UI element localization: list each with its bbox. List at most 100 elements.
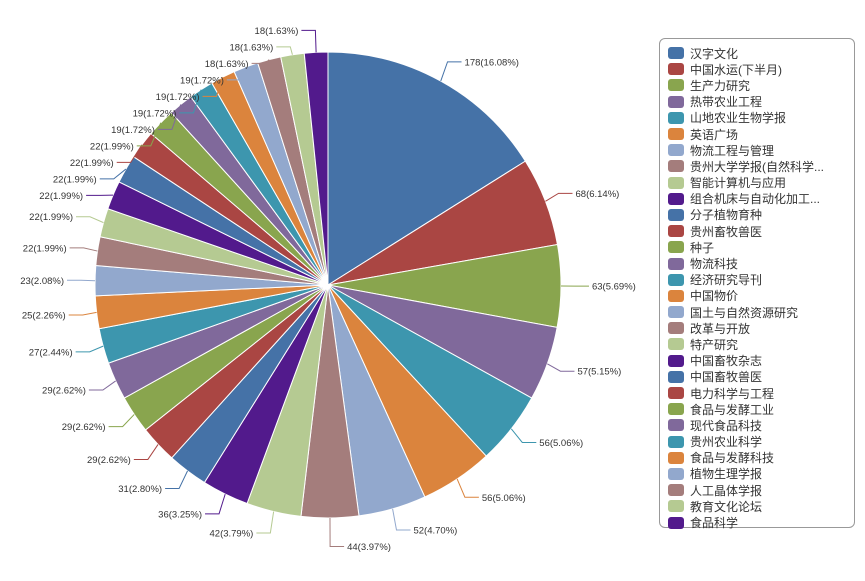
legend-swatch-icon <box>668 306 684 319</box>
slice-label: 29(2.62%) <box>42 385 86 396</box>
label-line <box>251 59 270 64</box>
legend-item[interactable]: 食品与发酵工业 <box>668 401 854 417</box>
legend-item[interactable]: 贵州农业科学 <box>668 434 854 450</box>
legend-item[interactable]: 汉字文化 <box>668 45 854 61</box>
legend-label: 贵州农业科学 <box>690 435 763 450</box>
label-line <box>75 345 104 353</box>
slice-label: 56(5.06%) <box>482 493 526 504</box>
legend-label: 食品与发酵科技 <box>690 451 775 466</box>
legend-item[interactable]: 改革与开放 <box>668 320 854 336</box>
legend-item[interactable]: 物流工程与管理 <box>668 142 854 158</box>
legend-item[interactable]: 生产力研究 <box>668 77 854 93</box>
slice-label: 18(1.63%) <box>255 26 299 37</box>
slice-label: 27(2.44%) <box>29 347 73 358</box>
legend-label: 山地农业生物学报 <box>690 111 787 126</box>
slice-label: 19(1.72%) <box>111 125 155 136</box>
legend-swatch-icon <box>668 403 684 416</box>
legend-item[interactable]: 植物生理学报 <box>668 466 854 482</box>
legend-swatch-icon <box>668 144 684 157</box>
slice-label: 18(1.63%) <box>229 42 273 53</box>
slice-label: 36(3.25%) <box>158 509 202 520</box>
legend-item[interactable]: 经济研究导刊 <box>668 272 854 288</box>
legend-item[interactable]: 中国水运(下半月) <box>668 61 854 77</box>
legend-item[interactable]: 中国物价 <box>668 288 854 304</box>
legend-item[interactable]: 组合机床与自动化加工... <box>668 191 854 207</box>
slice-label: 44(3.97%) <box>347 542 391 553</box>
legend-swatch-icon <box>668 47 684 60</box>
label-line <box>205 493 226 515</box>
legend-item[interactable]: 食品科学 <box>668 514 854 530</box>
label-line <box>256 511 275 534</box>
legend-swatch-icon <box>668 338 684 351</box>
slice-label: 29(2.62%) <box>62 422 106 433</box>
pie-slice[interactable] <box>327 51 527 286</box>
legend-swatch-icon <box>668 273 684 286</box>
legend-item[interactable]: 分子植物育种 <box>668 207 854 223</box>
legend-label: 物流科技 <box>690 257 739 272</box>
legend-swatch-icon <box>668 451 684 464</box>
legend-item[interactable]: 热带农业工程 <box>668 94 854 110</box>
label-line <box>69 247 98 252</box>
legend-label: 贵州畜牧兽医 <box>690 224 763 239</box>
label-line <box>301 29 317 53</box>
legend-item[interactable]: 智能计算机与应用 <box>668 175 854 191</box>
legend-item[interactable]: 山地农业生物学报 <box>668 110 854 126</box>
slice-label: 23(2.08%) <box>20 276 64 287</box>
legend-swatch-icon <box>668 500 684 513</box>
slice-label: 68(6.14%) <box>576 189 620 200</box>
label-line <box>392 508 411 531</box>
legend-label: 人工晶体学报 <box>690 483 763 498</box>
legend-label: 物流工程与管理 <box>690 143 775 158</box>
label-line <box>329 517 345 548</box>
legend-swatch-icon <box>668 160 684 173</box>
legend-swatch-icon <box>668 322 684 335</box>
legend-swatch-icon <box>668 208 684 221</box>
legend-label: 中国水运(下半月) <box>690 62 782 77</box>
legend-label: 组合机床与自动化加工... <box>690 192 821 207</box>
legend-item[interactable]: 电力科学与工程 <box>668 385 854 401</box>
slice-label: 22(1.99%) <box>23 243 67 254</box>
legend-item[interactable]: 国土与自然资源研究 <box>668 304 854 320</box>
slice-label: 19(1.72%) <box>180 75 224 86</box>
legend-swatch-icon <box>668 111 684 124</box>
slice-label: 29(2.62%) <box>87 455 131 466</box>
legend-item[interactable]: 中国畜牧杂志 <box>668 353 854 369</box>
label-line <box>226 66 247 81</box>
legend-item[interactable]: 物流科技 <box>668 255 854 271</box>
legend-label: 食品与发酵工业 <box>690 402 775 417</box>
legend-label: 中国畜牧杂志 <box>690 354 763 369</box>
legend-label: 电力科学与工程 <box>690 386 775 401</box>
slice-label: 19(1.72%) <box>156 92 200 103</box>
label-line <box>179 89 202 114</box>
label-line <box>157 104 182 130</box>
legend-item[interactable]: 教育文化论坛 <box>668 498 854 514</box>
legend-swatch-icon <box>668 192 684 205</box>
label-line <box>88 380 116 391</box>
legend-item[interactable]: 中国畜牧兽医 <box>668 369 854 385</box>
legend-item[interactable]: 特产研究 <box>668 336 854 352</box>
legend-item[interactable]: 食品与发酵科技 <box>668 450 854 466</box>
legend-swatch-icon <box>668 419 684 432</box>
legend-item[interactable]: 贵州畜牧兽医 <box>668 223 854 239</box>
legend-label: 中国畜牧兽医 <box>690 370 763 385</box>
legend-item[interactable]: 人工晶体学报 <box>668 482 854 498</box>
legend-label: 智能计算机与应用 <box>690 176 787 191</box>
legend-item[interactable]: 贵州大学学报(自然科学... <box>668 158 854 174</box>
legend-label: 生产力研究 <box>690 78 751 93</box>
legend-item[interactable]: 种子 <box>668 239 854 255</box>
legend: 汉字文化 中国水运(下半月) 生产力研究热带农业工程 山地农业生物学报 英语广场 物流工程… <box>659 38 855 530</box>
legend-item[interactable]: 英语广场 <box>668 126 854 142</box>
legend-swatch-icon <box>668 128 684 141</box>
legend-swatch-icon <box>668 435 684 448</box>
legend-label: 热带农业工程 <box>690 95 763 110</box>
legend-swatch-icon <box>668 63 684 76</box>
legend-swatch-icon <box>668 79 684 92</box>
legend-item[interactable]: 现代食品科技 <box>668 417 854 433</box>
legend-label: 植物生理学报 <box>690 467 763 482</box>
legend-swatch-icon <box>668 516 684 529</box>
label-line <box>456 478 479 498</box>
slice-label: 178(16.08%) <box>465 57 519 68</box>
legend-swatch-icon <box>668 289 684 302</box>
slice-label: 22(1.99%) <box>29 212 73 223</box>
